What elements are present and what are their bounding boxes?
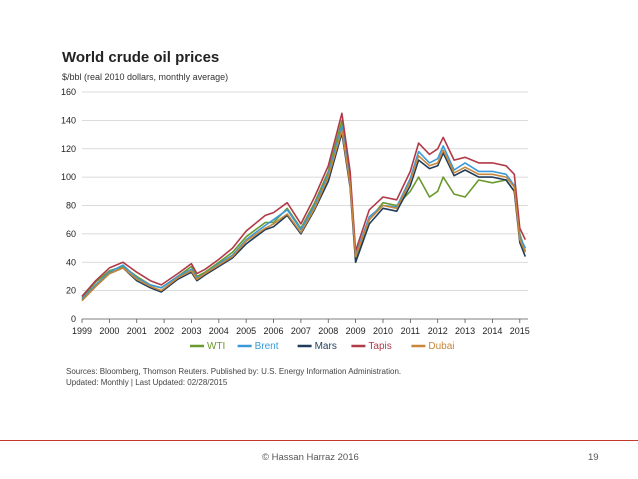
- y-tick-label: 40: [66, 257, 76, 267]
- legend-label-brent: Brent: [255, 341, 279, 352]
- source-note: Sources: Bloomberg, Thomson Reuters. Pub…: [66, 367, 401, 376]
- x-tick-label: 2005: [236, 326, 256, 336]
- x-tick-label: 2015: [510, 326, 530, 336]
- x-tick-label: 2003: [181, 326, 201, 336]
- x-tick-label: 2006: [264, 326, 284, 336]
- x-tick-label: 2009: [346, 326, 366, 336]
- series-lines: [81, 112, 527, 302]
- y-tick-label: 80: [66, 201, 76, 211]
- y-tick-label: 0: [71, 314, 76, 324]
- update-note: Updated: Monthly | Last Updated: 02/28/2…: [66, 378, 228, 387]
- y-tick-label: 140: [61, 115, 76, 125]
- x-tick-label: 2012: [428, 326, 448, 336]
- series-line-mars: [81, 132, 527, 302]
- y-tick-label: 60: [66, 229, 76, 239]
- chart-subtitle: $/bbl (real 2010 dollars, monthly averag…: [62, 72, 228, 82]
- series-line-dubai: [81, 129, 527, 302]
- x-tick-label: 2008: [318, 326, 338, 336]
- y-axis-ticks: 0 20 40 60 80 100 120 140 160: [61, 87, 76, 324]
- footer-copyright: © Hassan Harraz 2016: [262, 452, 359, 463]
- legend-label-tapis: Tapis: [368, 341, 391, 352]
- page-number: 19: [588, 452, 599, 463]
- series-line-brent: [81, 125, 527, 300]
- y-tick-label: 160: [61, 87, 76, 97]
- x-tick-label: 2000: [99, 326, 119, 336]
- x-tick-label: 2004: [209, 326, 229, 336]
- x-tick-label: 2011: [401, 326, 420, 336]
- y-tick-label: 20: [66, 286, 76, 296]
- chart-title: World crude oil prices: [62, 49, 219, 66]
- legend: WTI Brent Mars Tapis Dubai: [190, 341, 455, 352]
- x-tick-label: 2010: [373, 326, 393, 336]
- x-tick-label: 2014: [482, 326, 502, 336]
- oil-price-chart: World crude oil prices $/bbl (real 2010 …: [61, 49, 530, 387]
- series-line-wti: [81, 119, 527, 299]
- x-tick-label: 2001: [127, 326, 147, 336]
- x-tick-label: 2002: [154, 326, 174, 336]
- x-tick-label: 1999: [72, 326, 92, 336]
- series-line-tapis: [81, 112, 527, 297]
- footer-divider: [0, 440, 638, 441]
- legend-label-dubai: Dubai: [428, 341, 454, 352]
- y-tick-label: 100: [61, 172, 76, 182]
- y-tick-label: 120: [61, 144, 76, 154]
- x-axis-ticks: 1999 2000 2001 2002 2003 2004 2005 2006 2007 2008…: [72, 319, 530, 336]
- legend-label-wti: WTI: [207, 341, 225, 352]
- x-tick-label: 2007: [291, 326, 311, 336]
- legend-label-mars: Mars: [315, 341, 337, 352]
- x-tick-label: 2013: [455, 326, 475, 336]
